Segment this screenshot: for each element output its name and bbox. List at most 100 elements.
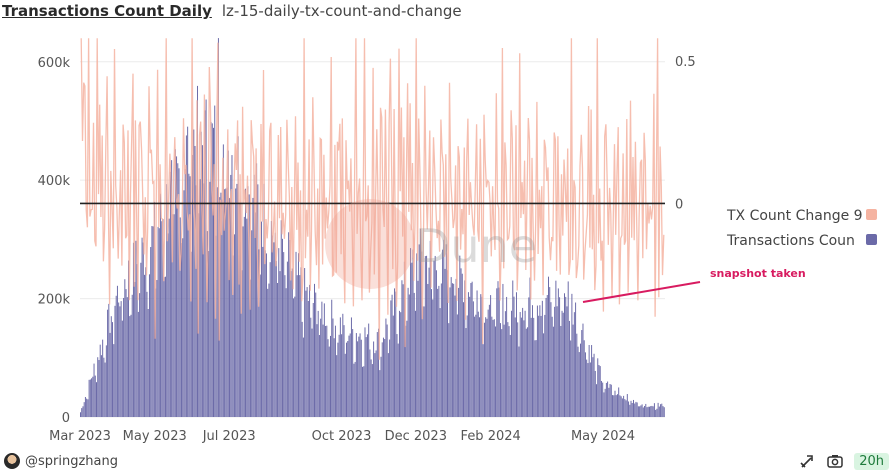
bar <box>307 300 309 417</box>
bar <box>99 344 101 417</box>
query-name: lz-15-daily-tx-count-and-change <box>221 2 462 20</box>
bar <box>269 262 271 417</box>
bar <box>578 352 580 417</box>
bar <box>103 357 105 417</box>
bar <box>391 294 393 417</box>
bar <box>369 349 371 417</box>
bar <box>113 344 115 417</box>
bar <box>515 292 517 417</box>
bar <box>125 289 127 417</box>
bar <box>464 280 466 417</box>
bar <box>499 323 501 417</box>
footer-actions: 20h <box>798 452 889 470</box>
bar <box>104 362 106 417</box>
bar <box>366 334 368 417</box>
bar <box>618 387 620 417</box>
bar <box>131 294 133 417</box>
bar <box>459 255 461 417</box>
bar <box>386 324 388 417</box>
bar <box>609 383 611 417</box>
annotation-label: snapshot taken <box>710 267 806 280</box>
bar <box>326 325 328 417</box>
bar <box>416 253 418 417</box>
bar <box>632 399 634 417</box>
bar <box>152 226 154 417</box>
bar <box>421 251 423 417</box>
bar <box>110 316 112 417</box>
bar <box>118 302 120 417</box>
bar <box>470 283 472 417</box>
bar <box>246 218 248 417</box>
bar <box>594 370 596 417</box>
bar <box>184 169 186 417</box>
camera-icon[interactable] <box>826 452 844 470</box>
change-line <box>80 38 665 360</box>
refresh-badge[interactable]: 20h <box>854 452 889 470</box>
bar <box>321 301 323 417</box>
bar <box>102 339 104 417</box>
bar <box>272 235 274 417</box>
bar <box>89 379 91 417</box>
bar <box>173 214 175 417</box>
bar <box>407 287 409 417</box>
bar <box>418 244 420 417</box>
bar <box>531 305 533 417</box>
bar <box>612 395 614 417</box>
bar <box>277 282 279 417</box>
bar <box>442 249 444 417</box>
chart-title[interactable]: Transactions Count Daily <box>2 2 212 20</box>
fork-icon[interactable] <box>798 452 816 470</box>
bar <box>242 226 244 417</box>
bar <box>512 280 514 417</box>
bar <box>213 127 214 418</box>
bar <box>126 297 128 417</box>
bar <box>608 387 610 417</box>
bar <box>94 375 96 417</box>
bar <box>472 301 474 417</box>
bar <box>183 190 185 417</box>
bar <box>401 280 403 417</box>
bar <box>200 131 202 417</box>
bar <box>364 327 366 417</box>
bar <box>604 388 606 417</box>
bar <box>519 312 521 417</box>
bar <box>236 183 238 417</box>
bar <box>116 285 118 417</box>
bar <box>414 310 416 417</box>
bar <box>270 221 272 417</box>
bar <box>332 318 334 417</box>
bar <box>258 249 260 417</box>
bar <box>123 297 125 417</box>
bar <box>371 364 373 417</box>
bar <box>523 320 525 417</box>
bar <box>290 271 292 417</box>
bar <box>128 260 130 417</box>
bar <box>483 322 485 417</box>
bar <box>656 408 658 417</box>
bar <box>554 306 556 417</box>
bar <box>412 249 414 417</box>
bar <box>471 281 473 417</box>
bar <box>84 396 86 417</box>
bar <box>82 406 84 417</box>
bar <box>419 228 421 417</box>
bar <box>480 294 482 417</box>
bar <box>628 401 630 417</box>
bar <box>283 252 285 417</box>
legend-label: TX Count Change 9 <box>726 208 863 224</box>
bar <box>346 342 348 417</box>
bar <box>504 311 506 417</box>
bar <box>406 320 408 417</box>
bar <box>589 362 591 417</box>
bar <box>596 384 598 417</box>
bar <box>564 293 565 417</box>
bar <box>487 309 489 417</box>
author-link[interactable]: @springzhang <box>4 453 118 469</box>
bar <box>458 287 460 417</box>
bar <box>662 406 664 417</box>
bar <box>426 255 428 417</box>
bar <box>565 296 567 417</box>
bar <box>222 144 224 417</box>
bar <box>295 251 297 417</box>
bar <box>514 317 516 417</box>
